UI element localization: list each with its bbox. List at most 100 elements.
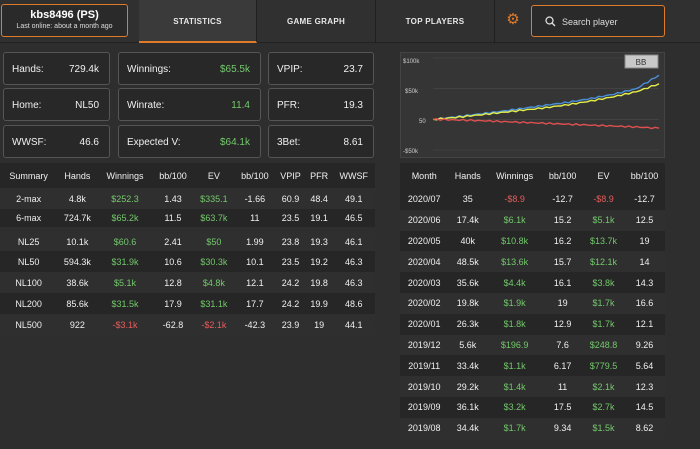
monthly-header-cell[interactable]: bb/100 xyxy=(548,171,577,181)
summary-cell: 2.41 xyxy=(152,227,194,251)
stat-label: WWSF: xyxy=(12,137,47,148)
monthly-header-row: Month Hands Winnings bb/100 EV bb/100 xyxy=(400,163,665,189)
player-info-box: kbs8496 (PS) Last online: about a month … xyxy=(1,4,128,37)
stat-label: Winnings: xyxy=(127,64,171,75)
gear-icon[interactable]: ⚙ xyxy=(506,11,520,28)
monthly-cell: 29.2k xyxy=(448,376,488,397)
summary-cell: $31.1k xyxy=(200,298,228,309)
series-line-ev xyxy=(432,83,660,121)
search-input[interactable] xyxy=(562,13,660,30)
summary-cell: 24.2 xyxy=(281,298,300,309)
summary-cell: 23.5 xyxy=(281,213,300,223)
summary-header-cell[interactable]: bb/100 xyxy=(159,170,187,181)
summary-cell: $5.1k xyxy=(97,272,153,293)
summary-header-cell[interactable]: WWSF xyxy=(339,170,369,181)
summary-cell: 922 xyxy=(57,314,98,335)
monthly-cell: 48.5k xyxy=(448,251,488,273)
monthly-cell: $4.4k xyxy=(503,277,526,288)
monthly-cell: 2020/04 xyxy=(400,251,449,273)
summary-header-cell[interactable]: Winnings xyxy=(106,170,144,181)
last-online-text: Last online: about a month ago xyxy=(16,23,113,30)
stat-3bet: 3Bet: 8.61 xyxy=(268,125,374,158)
summary-cell: 48.4 xyxy=(305,188,333,209)
monthly-cell: -12.7 xyxy=(634,194,655,205)
summary-cell: NL25 xyxy=(0,227,58,251)
monthly-cell: 9.26 xyxy=(624,334,665,356)
monthly-row: 2019/08 34.4k $1.7k 9.34 $1.5k 8.62 xyxy=(400,417,665,439)
monthly-row: 2020/04 48.5k $13.6k 15.7 $12.1k 14 xyxy=(400,251,665,273)
summary-cell: 6-max xyxy=(16,213,42,223)
summary-cell: NL100 xyxy=(0,272,58,293)
y-tick-label: $50k xyxy=(405,89,419,95)
summary-cell: 10.6 xyxy=(164,256,182,267)
monthly-cell: 36.1k xyxy=(456,402,479,413)
monthly-cell: 8.62 xyxy=(624,417,665,439)
monthly-row: 2020/01 26.3k $1.8k 12.9 $1.7k 12.1 xyxy=(400,314,665,335)
monthly-header-cell[interactable]: bb/100 xyxy=(630,171,659,181)
monthly-cell: $1.8k xyxy=(503,319,526,330)
summary-cell: 12.1 xyxy=(234,272,276,293)
summary-cell: 11.5 xyxy=(164,213,182,223)
stat-hands: Hands: 729.4k xyxy=(3,52,110,85)
monthly-cell: $3.2k xyxy=(503,402,526,413)
monthly-cell: $1.9k xyxy=(487,292,543,314)
monthly-cell: 2020/01 xyxy=(407,319,441,330)
summary-row: 6-max 724.7k $65.2k 11.5 $63.7k 11 23.5 19.1 46.… xyxy=(0,209,375,230)
monthly-cell: $1.7k xyxy=(583,292,625,314)
monthly-cell: 2020/07 xyxy=(407,194,441,205)
summary-cell: NL50 xyxy=(17,256,40,267)
summary-cell: 24.2 xyxy=(275,272,306,293)
stat-value: 11.4 xyxy=(231,100,250,111)
tab-top-players[interactable]: TOP PLAYERS xyxy=(376,0,495,43)
top-navigation-bar: kbs8496 (PS) Last online: about a month … xyxy=(0,0,700,43)
monthly-header-cell[interactable]: Hands xyxy=(454,171,481,181)
summary-cell: $252.3 xyxy=(97,188,153,209)
summary-row: NL50 594.3k $31.9k 10.6 $30.3k 10.1 23.5 19.2 46… xyxy=(0,251,375,272)
monthly-cell: $10.8k xyxy=(501,235,529,246)
monthly-row: 2020/05 40k $10.8k 16.2 $13.7k 19 xyxy=(400,231,665,252)
monthly-cell: 2020/06 xyxy=(400,209,449,231)
monthly-cell: 35 xyxy=(462,194,473,205)
summary-header-cell[interactable]: VPIP xyxy=(280,170,301,181)
monthly-cell: 6.17 xyxy=(553,360,572,371)
tab-statistics[interactable]: STATISTICS xyxy=(139,0,257,43)
summary-cell: -1.66 xyxy=(234,188,276,209)
stat-value: 729.4k xyxy=(68,64,99,75)
bb-toggle-label[interactable]: BB xyxy=(636,58,647,67)
summary-cell: $31.9k xyxy=(111,256,139,267)
monthly-cell: 2019/09 xyxy=(407,402,441,413)
summary-cell: $60.6 xyxy=(97,227,153,251)
summary-cell: 49.1 xyxy=(332,188,375,209)
monthly-header-cell[interactable]: Month xyxy=(411,171,437,181)
summary-header-cell[interactable]: bb/100 xyxy=(241,170,269,181)
summary-cell: 85.6k xyxy=(66,298,89,309)
summary-table: Summary Hands Winnings bb/100 EV bb/100 VPIP PF… xyxy=(0,163,375,335)
summary-header-cell[interactable]: EV xyxy=(207,170,220,181)
summary-cell: 46.3 xyxy=(345,256,363,267)
tab-game-graph[interactable]: GAME GRAPH xyxy=(257,0,376,43)
monthly-row: 2019/09 36.1k $3.2k 17.5 $2.7k 14.5 xyxy=(400,397,665,418)
summary-header-cell[interactable]: Hands xyxy=(64,170,91,181)
summary-cell: 17.7 xyxy=(246,298,264,309)
summary-header-cell[interactable]: Summary xyxy=(9,170,48,181)
summary-cell: $63.7k xyxy=(200,213,228,223)
stat-label: Hands: xyxy=(12,64,44,75)
monthly-cell: 7.6 xyxy=(542,334,584,356)
monthly-cell: 15.2 xyxy=(542,209,584,231)
summary-header-cell[interactable]: PFR xyxy=(310,170,329,181)
bb-toggle-button[interactable] xyxy=(624,54,659,69)
stat-value: 19.3 xyxy=(343,100,363,111)
summary-cell: 23.9 xyxy=(275,314,306,335)
search-box[interactable] xyxy=(531,5,665,37)
monthly-cell: 9.34 xyxy=(542,417,584,439)
summary-cell: 23.5 xyxy=(281,256,300,267)
summary-cell: $31.5k xyxy=(111,298,139,309)
summary-cell: 11 xyxy=(250,213,260,223)
monthly-header-cell[interactable]: EV xyxy=(597,171,610,181)
monthly-cell: 19.8k xyxy=(448,292,488,314)
stat-wwsf: WWSF: 46.6 xyxy=(3,125,110,158)
monthly-cell: -12.7 xyxy=(552,194,573,205)
stat-expected-value: Expected V: $64.1k xyxy=(118,125,261,158)
y-tick-label: 50 xyxy=(419,119,426,125)
monthly-header-cell[interactable]: Winnings xyxy=(496,171,534,181)
